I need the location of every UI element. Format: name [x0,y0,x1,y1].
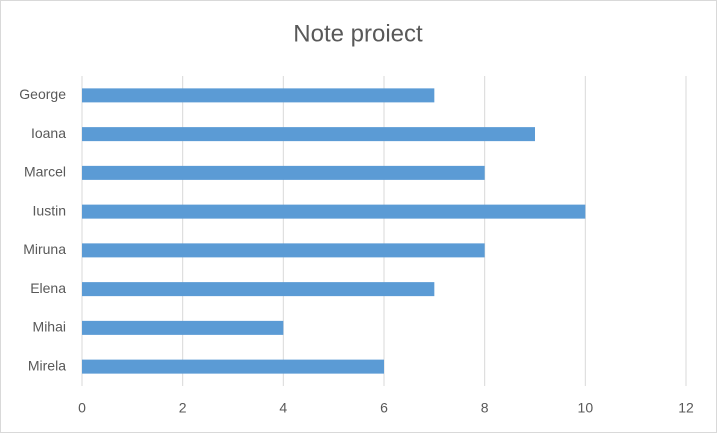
bar [82,359,384,374]
x-tick-label: 8 [481,400,489,416]
chart-title: Note proiect [293,20,423,47]
x-tick-label: 6 [380,400,388,416]
x-tick-label: 4 [279,400,287,416]
bar [82,204,586,219]
y-tick-label: Elena [30,280,66,296]
y-tick-label: Ioana [31,125,66,141]
y-tick-label: Mirela [28,357,66,373]
y-tick-label: Iustin [33,202,66,218]
bar [82,282,435,297]
bar [82,127,535,142]
x-tick-label: 0 [78,400,86,416]
y-tick-label: Mihai [33,319,66,335]
bar [82,88,435,103]
x-tick-label: 10 [578,400,594,416]
bar [82,243,485,258]
bar [82,165,485,180]
x-tick-label: 2 [179,400,187,416]
y-tick-label: Marcel [24,164,66,180]
bar [82,320,284,335]
y-tick-label: Miruna [23,241,66,257]
y-tick-label: George [19,86,66,102]
x-tick-label: 12 [678,400,694,416]
